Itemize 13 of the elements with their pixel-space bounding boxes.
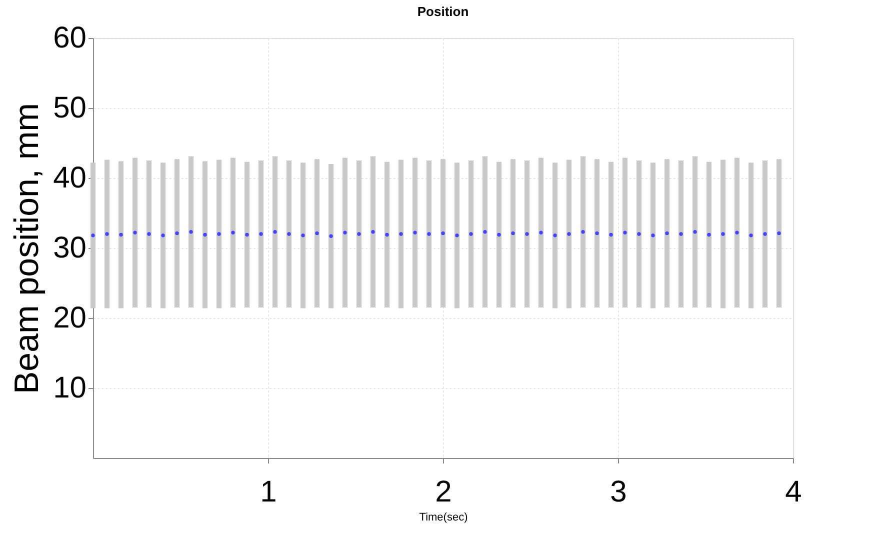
y-tick-label: 40	[53, 162, 86, 194]
y-tick-label: 50	[53, 92, 86, 124]
x-tick-label: 4	[785, 476, 802, 508]
y-tick-label: 30	[53, 232, 86, 264]
y-axis-title: Beam position, mm	[8, 103, 46, 394]
y-tick-label: 10	[53, 372, 86, 404]
chart-title: Position	[417, 4, 469, 19]
x-tick-label: 1	[260, 476, 277, 508]
x-tick-label: 3	[610, 476, 627, 508]
x-tick-label: 2	[435, 476, 452, 508]
y-tick-label: 20	[53, 302, 86, 334]
y-tick-label: 60	[53, 22, 86, 54]
x-axis-title: Time(sec)	[419, 512, 468, 524]
